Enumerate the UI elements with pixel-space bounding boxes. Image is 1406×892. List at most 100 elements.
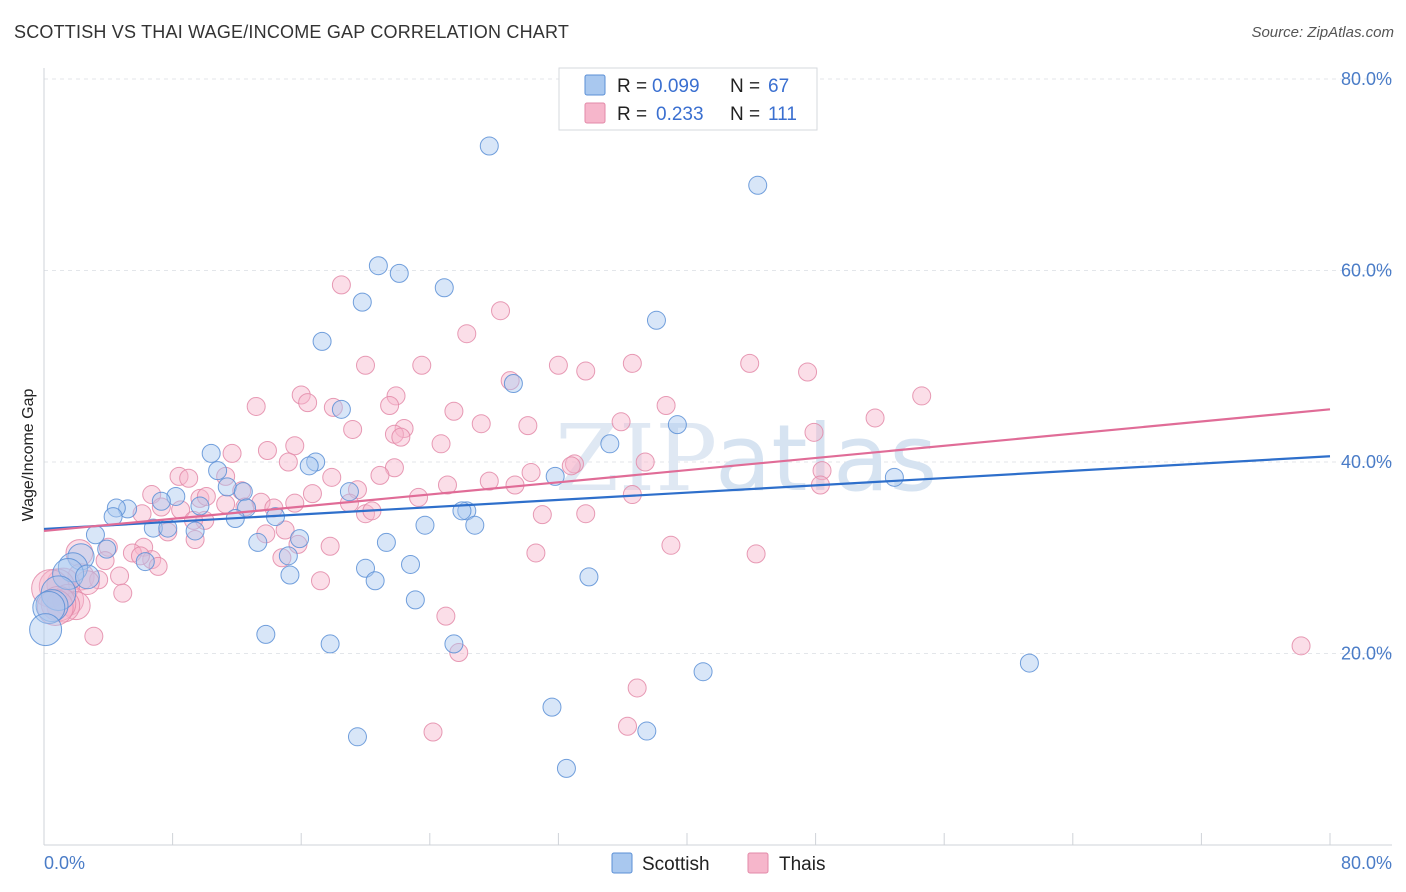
thai-point [444, 401, 464, 421]
thai-point [272, 548, 292, 568]
scottish-point [579, 567, 599, 587]
thai-point [449, 643, 469, 663]
scottish-point [208, 461, 228, 481]
scottish-point [299, 456, 319, 476]
x-tick-label: 0.0% [44, 853, 85, 873]
legend-n-value-1: 67 [768, 76, 789, 97]
thai-point [323, 397, 343, 417]
thai-point [285, 436, 305, 456]
thai-point [798, 362, 818, 382]
thai-point [257, 441, 277, 461]
scottish-points [29, 136, 1039, 778]
thai-point [148, 556, 168, 576]
chart-title: SCOTTISH VS THAI WAGE/INCOME GAP CORRELA… [14, 22, 570, 42]
scottish-point [166, 486, 186, 506]
thai-point [656, 396, 676, 416]
scottish-point [556, 758, 576, 778]
scottish-point [884, 467, 904, 487]
scottish-point [368, 256, 388, 276]
scottish-point [352, 292, 372, 312]
scottish-point [365, 571, 385, 591]
legend-n-value-2: 111 [768, 104, 797, 125]
scottish-point [405, 590, 425, 610]
thai-point [278, 452, 298, 472]
scottish-point [444, 634, 464, 654]
thai-point [804, 422, 824, 442]
legend-r-label-2: R = [617, 104, 647, 125]
scottish-point [479, 136, 499, 156]
thai-point [627, 678, 647, 698]
thai-point [431, 434, 451, 454]
scottish-point [542, 697, 562, 717]
scottish-point [75, 564, 100, 590]
tick-labels: 20.0% 40.0% 60.0% 80.0% 0.0% 80.0% [44, 69, 1392, 873]
scottish-point [667, 415, 687, 435]
thai-point [386, 386, 406, 406]
scottish-point [748, 175, 768, 195]
thai-point [380, 396, 400, 416]
scottish-point [135, 552, 155, 572]
scottish-point [67, 543, 95, 571]
scottish-point [248, 532, 268, 552]
bottom-legend-thais: Thais [779, 854, 825, 875]
watermark: ZIP atlas [555, 405, 937, 512]
thai-point [179, 468, 199, 488]
scottish-point [57, 552, 89, 583]
scottish-point [256, 624, 276, 644]
thai-point [526, 543, 546, 563]
thai-point [532, 505, 552, 525]
scottish-point [320, 634, 340, 654]
scottish-point [637, 721, 657, 741]
scottish-point [290, 529, 310, 549]
legend-thais-swatch [584, 102, 606, 124]
thai-point [437, 475, 457, 495]
thai-point [196, 486, 216, 506]
thai-point [222, 443, 242, 463]
scottish-point [465, 515, 485, 535]
scottish-point [217, 477, 237, 497]
thai-point [151, 497, 171, 517]
trend-lines [43, 408, 1331, 533]
thai-point [356, 355, 375, 375]
thai-point [548, 355, 568, 375]
thai-point [576, 361, 596, 381]
thai-point [436, 606, 456, 626]
scottish-point [280, 565, 300, 585]
thai-point [320, 536, 340, 556]
thai-point [302, 484, 322, 504]
legend-n-label-2: N = [730, 104, 760, 125]
scottish-point [331, 399, 351, 419]
thai-point [370, 465, 390, 485]
legend-scottish-swatch [584, 74, 606, 96]
thai-point [409, 487, 429, 507]
thai-point [246, 396, 266, 416]
legend-n-label-1: N = [730, 76, 760, 97]
thai-point [576, 504, 596, 524]
legend-box: R = 0.099 N = 67 R = 0.233 N = 111 [558, 67, 818, 131]
thai-point [561, 456, 581, 476]
thai-point [331, 275, 351, 295]
thai-point [285, 493, 305, 513]
legend-r-label-1: R = [617, 76, 647, 97]
watermark-atlas: atlas [715, 405, 937, 512]
scottish-point [503, 373, 523, 393]
thai-point [457, 324, 477, 344]
scottish-point [29, 613, 63, 647]
thai-point [291, 385, 311, 405]
thai-point [471, 414, 491, 434]
scottish-trend-line [43, 455, 1331, 531]
thai-point [635, 452, 655, 472]
bottom-legend: Scottish Thais [611, 852, 825, 875]
thai-point [169, 466, 189, 486]
grid-lines [44, 78, 1392, 654]
thai-point [661, 535, 681, 555]
scottish-point [278, 546, 298, 566]
y-tick-label: 80.0% [1341, 69, 1392, 89]
thai-point [479, 471, 499, 491]
scottish-point [97, 539, 117, 559]
thai-point [812, 461, 832, 481]
x-tick-label: 80.0% [1341, 853, 1392, 873]
thai-point [564, 454, 584, 474]
scottish-point [312, 331, 332, 351]
